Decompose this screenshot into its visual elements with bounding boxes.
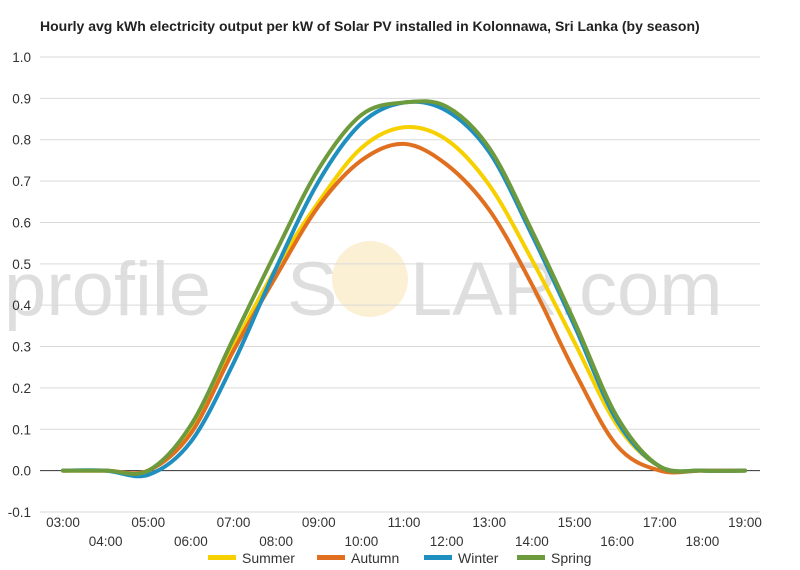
watermark-left: profile <box>4 247 211 332</box>
y-tick-label: 0.1 <box>12 422 31 437</box>
x-tick-label: 12:00 <box>430 534 464 549</box>
y-tick-label: 0.0 <box>12 464 31 479</box>
x-tick-label: 18:00 <box>685 534 719 549</box>
legend: Summer Autumn Winter Spring <box>208 550 591 566</box>
y-tick-label: 0.7 <box>12 174 31 189</box>
x-tick-label: 17:00 <box>643 515 677 530</box>
y-tick-label: 0.2 <box>12 381 31 396</box>
x-tick-label: 19:00 <box>728 515 762 530</box>
x-tick-label: 14:00 <box>515 534 549 549</box>
legend-label-autumn: Autumn <box>351 550 399 566</box>
y-tick-label: 0.8 <box>12 133 31 148</box>
legend-label-winter: Winter <box>458 550 499 566</box>
x-tick-label: 15:00 <box>558 515 592 530</box>
x-tick-label: 06:00 <box>174 534 208 549</box>
x-tick-label: 05:00 <box>131 515 165 530</box>
x-tick-label: 11:00 <box>388 515 421 530</box>
x-tick-label: 13:00 <box>472 515 506 530</box>
watermark: profile S LAR.com <box>4 241 723 332</box>
x-tick-label: 08:00 <box>259 534 293 549</box>
y-tick-label: 1.0 <box>12 50 31 65</box>
legend-swatch-summer <box>208 555 236 560</box>
watermark-center: S <box>287 247 338 332</box>
x-tick-label: 10:00 <box>344 534 378 549</box>
legend-swatch-winter <box>424 555 452 560</box>
x-tick-label: 07:00 <box>217 515 251 530</box>
y-tick-label: 0.5 <box>12 257 31 272</box>
x-tick-label: 09:00 <box>302 515 336 530</box>
legend-label-spring: Spring <box>551 550 591 566</box>
x-axis-tick-labels: 03:00 04:00 05:00 06:00 07:00 08:00 09:00 10:00… <box>46 515 762 549</box>
x-tick-label: 16:00 <box>600 534 634 549</box>
x-tick-label: 04:00 <box>89 534 123 549</box>
y-tick-label: 0.9 <box>12 91 31 106</box>
legend-swatch-autumn <box>317 555 345 560</box>
y-tick-label: -0.1 <box>8 505 31 520</box>
legend-label-summer: Summer <box>242 550 295 566</box>
y-tick-label: 0.6 <box>12 215 31 230</box>
legend-swatch-spring <box>517 555 545 560</box>
watermark-right: LAR.com <box>410 247 723 332</box>
y-tick-label: 0.3 <box>12 340 31 355</box>
y-tick-label: 0.4 <box>12 298 31 313</box>
x-tick-label: 03:00 <box>46 515 80 530</box>
